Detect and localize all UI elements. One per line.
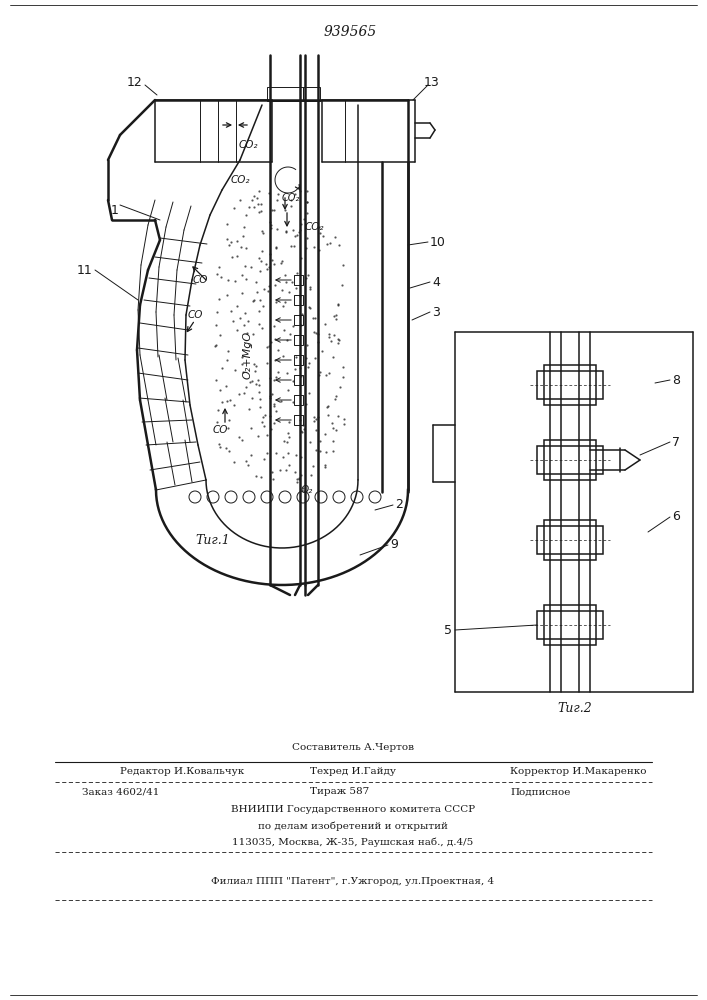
Text: 8: 8 — [672, 373, 680, 386]
Text: 2: 2 — [395, 498, 403, 512]
Text: Тираж 587: Тираж 587 — [310, 788, 369, 796]
Text: CO₂: CO₂ — [238, 140, 258, 150]
Text: 5: 5 — [444, 624, 452, 637]
Bar — [294, 375, 303, 385]
Bar — [294, 355, 303, 365]
Text: Составитель А.Чертов: Составитель А.Чертов — [292, 744, 414, 752]
Bar — [537, 446, 603, 474]
Text: ВНИИПИ Государственного комитета СССР: ВНИИПИ Государственного комитета СССР — [231, 806, 475, 814]
Text: 6: 6 — [672, 510, 680, 524]
Text: O₂: O₂ — [301, 485, 313, 495]
Bar — [537, 611, 603, 639]
Text: 13: 13 — [424, 76, 440, 89]
Text: CO₂: CO₂ — [230, 175, 250, 185]
Bar — [544, 440, 596, 480]
Bar — [544, 605, 596, 645]
Text: Филиал ППП "Патент", г.Ужгород, ул.Проектная, 4: Филиал ППП "Патент", г.Ужгород, ул.Проек… — [211, 878, 495, 886]
Text: Корректор И.Макаренко: Корректор И.Макаренко — [510, 768, 646, 776]
Text: Τиг.1: Τиг.1 — [196, 534, 230, 546]
Bar — [537, 526, 603, 554]
Bar — [544, 520, 596, 560]
Text: CO: CO — [192, 275, 208, 285]
Text: 9: 9 — [390, 538, 398, 552]
Text: 7: 7 — [672, 436, 680, 448]
Text: CO: CO — [187, 310, 203, 320]
Text: CO₂: CO₂ — [305, 222, 325, 232]
Text: 12: 12 — [127, 76, 143, 89]
Text: CO: CO — [212, 425, 228, 435]
Text: CO₂: CO₂ — [282, 193, 300, 203]
Text: 4: 4 — [432, 275, 440, 288]
Text: по делам изобретений и открытий: по делам изобретений и открытий — [258, 821, 448, 831]
Text: Τиг.2: Τиг.2 — [558, 702, 592, 714]
Text: 11: 11 — [77, 263, 93, 276]
Bar — [294, 395, 303, 405]
Text: 1: 1 — [111, 204, 119, 217]
Bar — [303, 87, 320, 101]
Text: 113035, Москва, Ж-35, Раушская наб., д.4/5: 113035, Москва, Ж-35, Раушская наб., д.4… — [233, 837, 474, 847]
Bar — [294, 295, 303, 305]
Bar — [544, 365, 596, 405]
Bar — [267, 87, 303, 101]
Bar — [537, 371, 603, 399]
Text: 3: 3 — [432, 306, 440, 318]
Text: Заказ 4602/41: Заказ 4602/41 — [82, 788, 159, 796]
Bar — [294, 335, 303, 345]
Bar — [294, 275, 303, 285]
Text: 10: 10 — [430, 235, 446, 248]
Text: Редактор И.Ковальчук: Редактор И.Ковальчук — [120, 768, 244, 776]
Bar — [294, 415, 303, 425]
Text: 939565: 939565 — [323, 25, 377, 39]
Text: O₂+MgO: O₂+MgO — [243, 331, 253, 379]
Text: Техред И.Гайду: Техред И.Гайду — [310, 768, 396, 776]
Bar — [294, 315, 303, 325]
Text: Подписное: Подписное — [510, 788, 571, 796]
